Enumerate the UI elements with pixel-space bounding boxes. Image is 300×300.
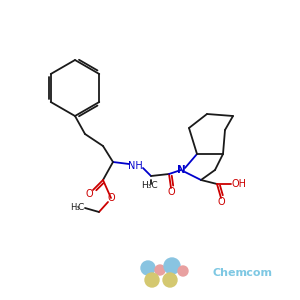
Text: O: O: [167, 187, 175, 197]
Text: O: O: [85, 189, 93, 199]
Circle shape: [163, 273, 177, 287]
Text: O: O: [107, 193, 115, 203]
Text: .com: .com: [243, 268, 273, 278]
Text: NH: NH: [128, 161, 142, 171]
Text: H₃C: H₃C: [141, 182, 157, 190]
Circle shape: [141, 261, 155, 275]
Circle shape: [145, 273, 159, 287]
Circle shape: [155, 265, 165, 275]
Text: N: N: [177, 165, 185, 175]
Text: O: O: [217, 197, 225, 207]
Circle shape: [178, 266, 188, 276]
Text: C: C: [78, 203, 84, 212]
Text: H₃: H₃: [70, 203, 80, 212]
Circle shape: [164, 258, 180, 274]
Text: Chem: Chem: [212, 268, 247, 278]
Text: OH: OH: [232, 179, 247, 189]
